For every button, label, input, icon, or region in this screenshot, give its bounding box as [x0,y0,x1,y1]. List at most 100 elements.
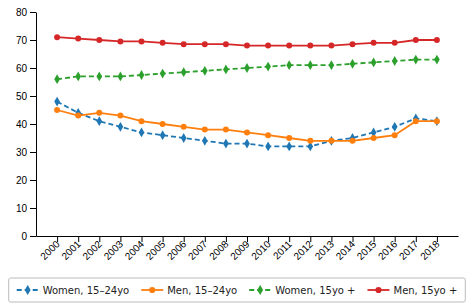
y-tick: 10 [16,203,36,214]
x-tick: 2018 [418,236,442,262]
x-tick-label: 2017 [397,238,421,262]
series-marker [265,62,271,72]
x-tick-label: 2018 [418,238,442,262]
y-tick: 0 [21,231,36,242]
x-tick-label: 2006 [165,238,189,262]
y-tick-label: 20 [16,175,28,186]
x-tick-label: 2002 [80,238,104,262]
x-tick-label: 2003 [102,238,126,262]
x-tick-mark [226,236,227,242]
series-marker [286,43,292,49]
series-marker [96,116,102,126]
x-tick-label: 2008 [207,238,231,262]
x-tick-mark [331,236,332,242]
x-axis: 2000200120022003200420052006200720082009… [37,236,459,262]
series-marker [223,127,229,133]
legend-label: Men, 15yo + [394,285,458,296]
x-tick-label: 2007 [186,238,210,262]
x-tick-mark [395,236,396,242]
series-marker [160,40,166,46]
y-tick: 30 [16,147,36,158]
x-tick-mark [268,236,269,242]
series-marker [223,64,229,74]
series-marker [181,67,187,77]
series [54,55,439,84]
x-tick-mark [437,236,438,242]
series-marker [329,60,335,70]
series-marker [54,34,60,40]
y-tick: 70 [16,35,36,46]
x-tick-mark [120,236,121,242]
series-marker [96,37,102,43]
y-tick: 60 [16,63,36,74]
x-tick-mark [99,236,100,242]
y-tick-label: 0 [21,231,27,242]
series-marker [434,116,440,126]
y-axis: 01020304050607080 [16,7,37,242]
series-marker [202,136,208,146]
x-tick-mark [205,236,206,242]
x-tick-mark [416,236,417,242]
series-marker [350,41,356,47]
series-marker [307,138,313,144]
series-marker [181,124,187,130]
y-tick: 50 [16,91,36,102]
series-marker [75,108,81,118]
series-marker [118,122,124,132]
series-marker [75,71,81,81]
series-marker [139,127,145,137]
x-tick: 2014 [334,236,358,262]
series-marker [244,43,250,49]
y-tick: 20 [16,175,36,186]
x-tick: 2015 [355,236,379,262]
series-marker [96,71,102,81]
series-layer [54,34,440,151]
legend-marker [375,287,381,293]
x-tick-mark [374,236,375,242]
x-tick: 2017 [397,236,421,262]
series-marker [54,74,60,84]
series-marker [54,107,60,113]
x-tick-mark [163,236,164,242]
series-marker [286,141,292,151]
y-tick-mark [30,40,36,41]
series [54,97,439,152]
series-marker [265,43,271,49]
x-tick-mark [247,236,248,242]
legend-item: Men, 15yo + [368,285,458,296]
x-tick: 2008 [207,236,231,262]
series-marker [181,133,187,143]
x-tick-label: 2010 [249,238,273,262]
series-marker [350,59,356,69]
series-marker [244,129,250,135]
series-marker [117,113,123,119]
y-tick-mark [30,236,36,237]
x-tick: 2010 [249,236,273,262]
series-marker [75,113,81,119]
legend-marker [149,287,155,293]
series-marker [371,40,377,46]
x-tick-mark [57,236,58,242]
series-marker [202,127,208,133]
x-tick-label: 2011 [271,238,294,261]
series-marker [160,121,166,127]
x-tick: 2013 [313,236,337,262]
y-tick-mark [30,68,36,69]
x-tick-mark [353,236,354,242]
legend-label: Men, 15–24yo [167,285,237,296]
series-marker [265,141,271,151]
y-tick-label: 10 [16,203,28,214]
x-tick: 2004 [123,236,147,262]
plot: 2000200120022003200420052006200720082009… [16,7,459,262]
x-tick-mark [184,236,185,242]
x-tick-label: 2004 [123,238,147,262]
legend: Women, 15–24yoMen, 15–24yoWomen, 15yo +M… [9,278,466,302]
x-tick: 2006 [165,236,189,262]
x-tick-mark [289,236,290,242]
legend-frame [9,278,466,302]
series-marker [371,135,377,141]
series-marker [96,110,102,116]
x-tick-mark [142,236,143,242]
series-line [57,60,437,80]
series-marker [139,38,145,44]
